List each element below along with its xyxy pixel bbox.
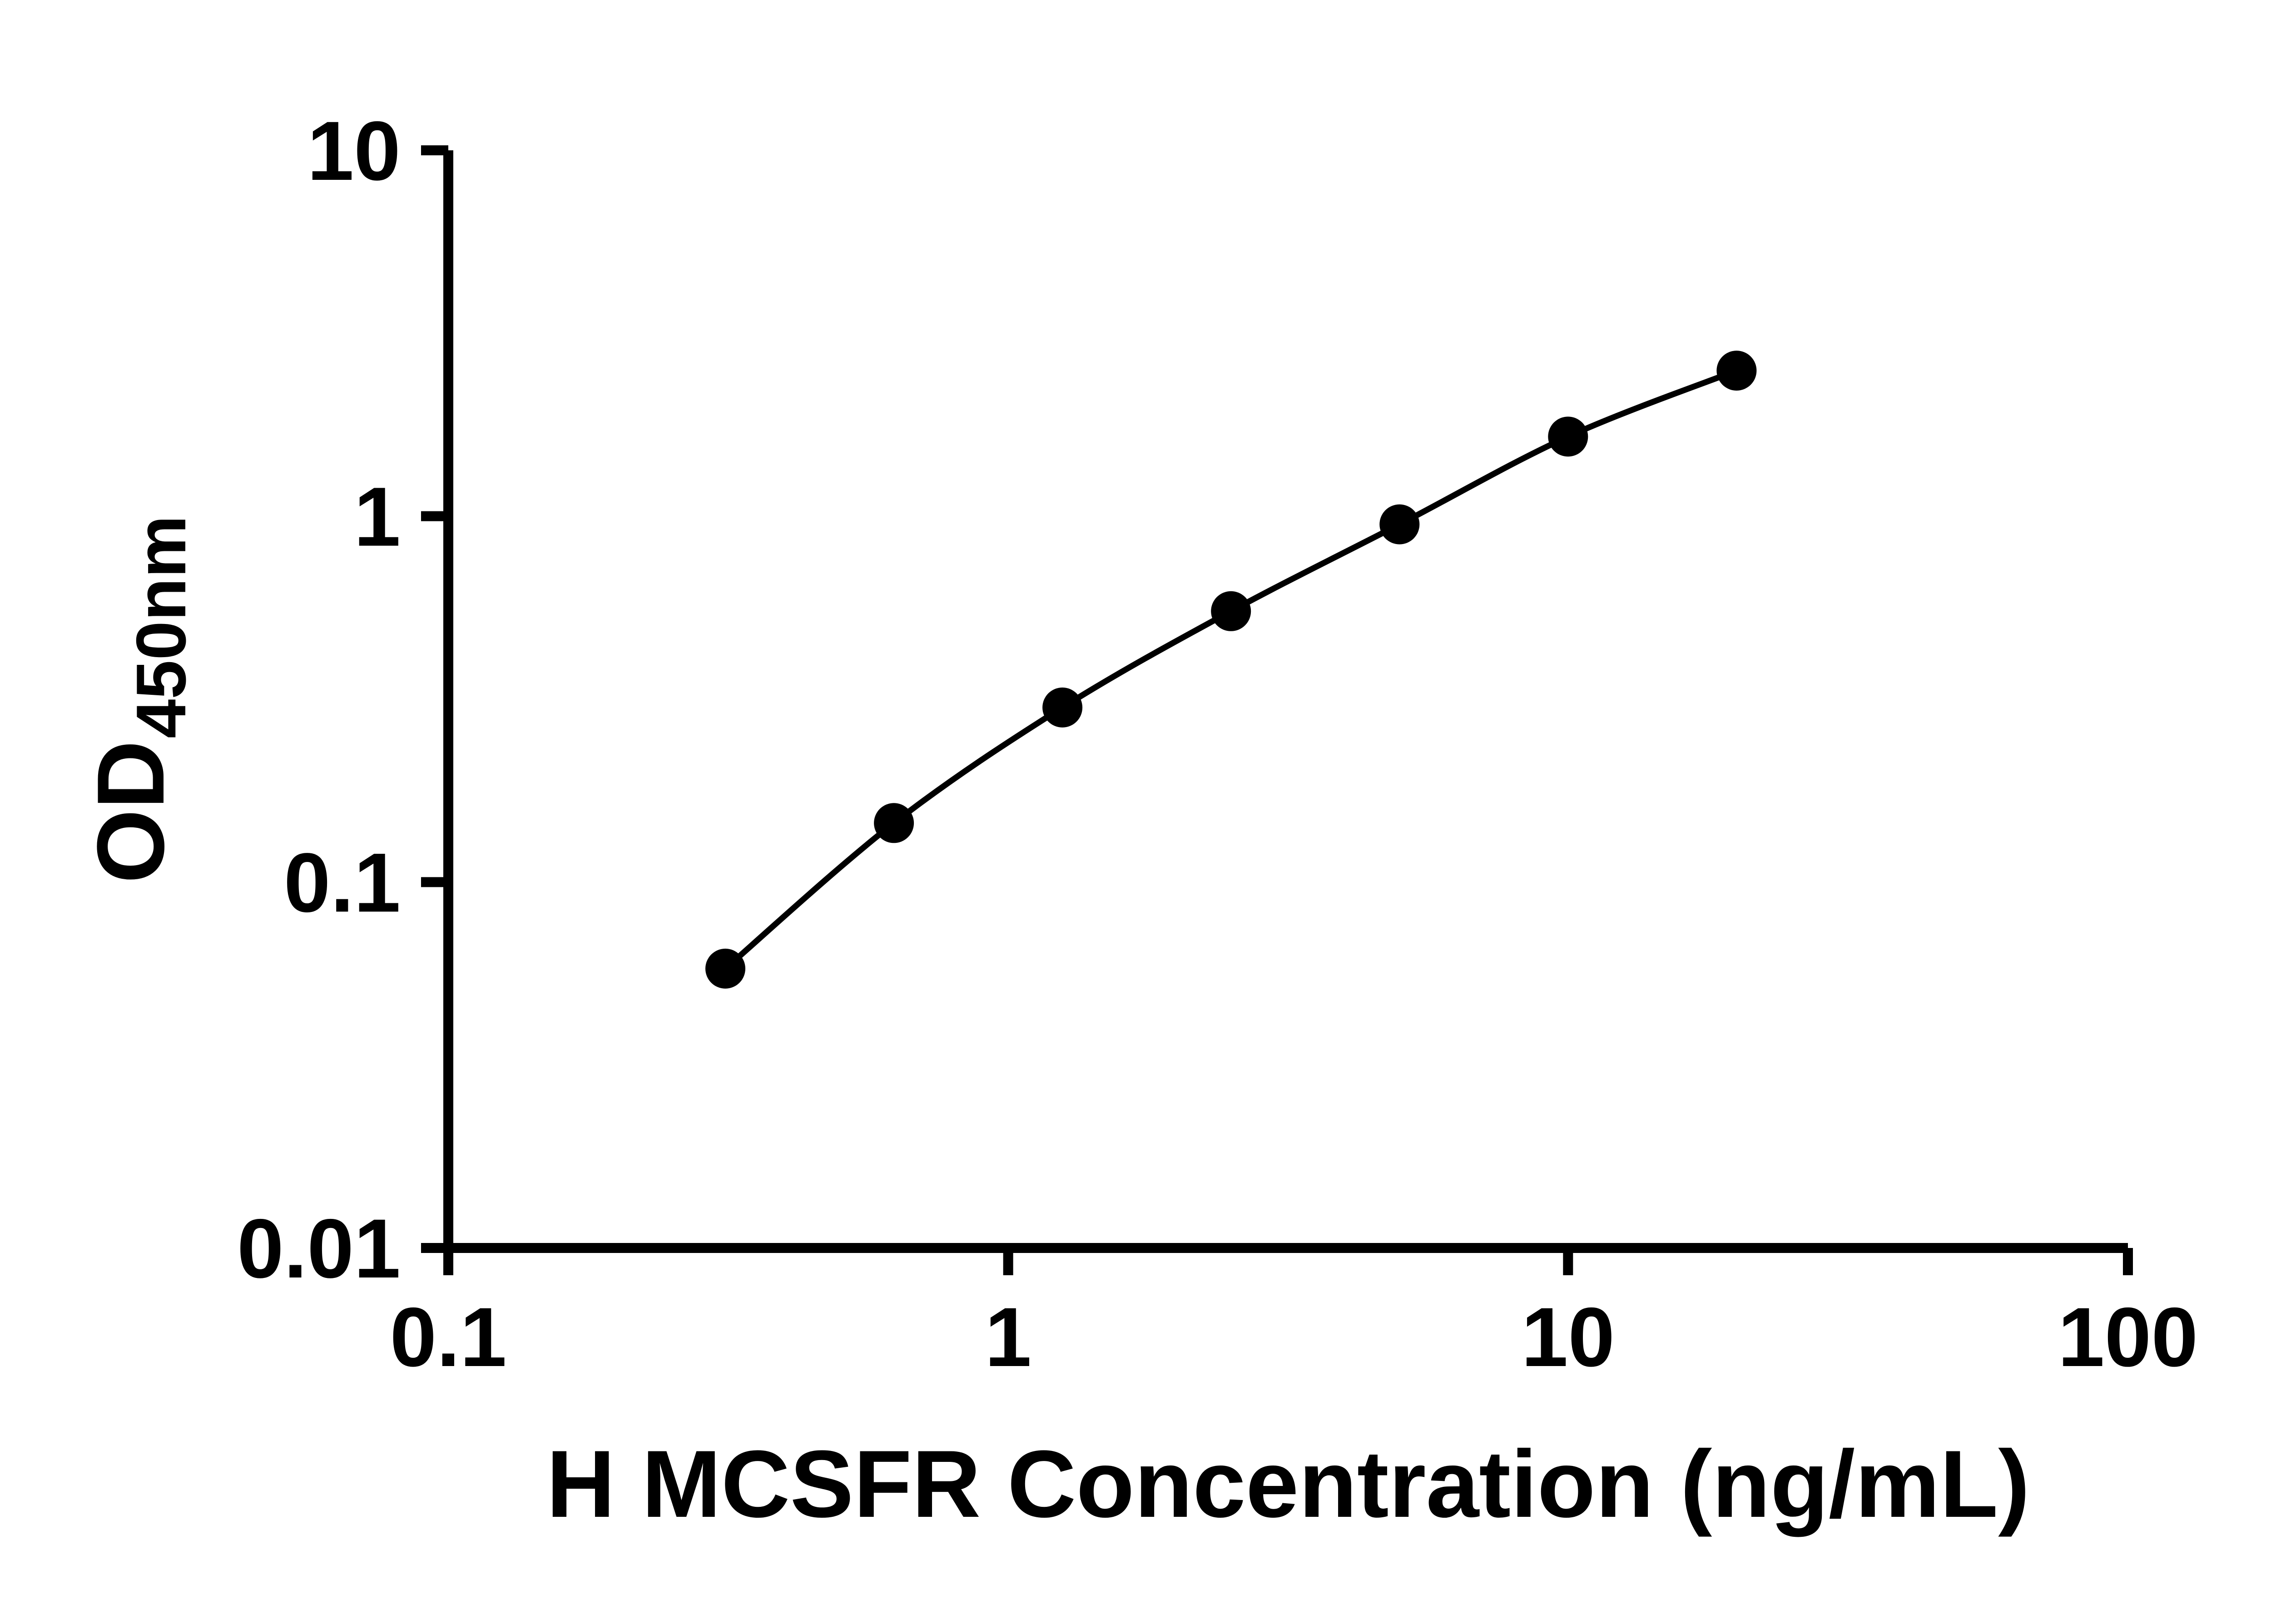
data-point [705,948,745,989]
data-point [874,803,914,843]
x-tick-label: 100 [2058,1291,2198,1384]
data-point [1548,416,1588,457]
data-point [1716,351,1757,391]
data-points-group [705,351,1757,989]
y-tick-label: 1 [354,470,401,564]
x-tick-label: 0.1 [390,1291,506,1384]
ticks-group [421,145,2133,1275]
data-point [1211,591,1251,631]
x-tick-label: 1 [985,1291,1031,1384]
y-tick-label: 0.1 [284,836,401,930]
fit-curve-group [722,367,1740,972]
x-tick-label: 10 [1521,1291,1615,1384]
y-tick-label: 0.01 [237,1202,401,1296]
axes-group [443,150,2128,1253]
y-tick-label: 10 [307,104,401,198]
data-point [1379,504,1420,545]
y-axis-title-main: OD [77,740,184,883]
fit-curve [722,367,1740,972]
data-point [1042,687,1083,728]
x-axis-title: H MCSFR Concentration (ng/mL) [546,1431,2030,1537]
y-axis-title-subscript: 450nm [122,515,200,738]
y-axis-title: OD 450nm [77,515,200,884]
